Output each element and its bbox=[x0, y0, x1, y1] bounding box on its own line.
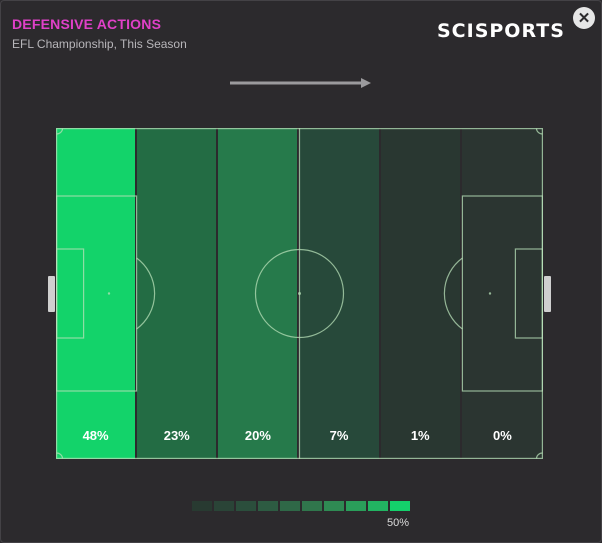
right-arrow-icon bbox=[230, 78, 371, 88]
pitch-zone: 23% bbox=[137, 128, 217, 459]
legend-swatch bbox=[214, 501, 234, 511]
legend-swatch bbox=[324, 501, 344, 511]
pitch-zone: 1% bbox=[380, 128, 460, 459]
pitch-zone: 20% bbox=[218, 128, 298, 459]
brand-logo: SCISPORTS bbox=[437, 20, 565, 42]
pitch-lines bbox=[56, 128, 543, 459]
pitch-zone: 0% bbox=[461, 128, 543, 459]
close-icon[interactable]: ✕ bbox=[573, 7, 595, 29]
legend-swatch bbox=[302, 501, 322, 511]
color-scale-legend bbox=[192, 501, 410, 511]
legend-swatch bbox=[280, 501, 300, 511]
zone-percentage-label: 23% bbox=[163, 428, 190, 443]
zone-percentage-label: 1% bbox=[410, 428, 430, 443]
zone-percentage-label: 7% bbox=[329, 428, 349, 443]
widget-title: DEFENSIVE ACTIONS bbox=[12, 16, 162, 32]
left-goal bbox=[48, 276, 55, 312]
zone-percentage-label: 0% bbox=[493, 428, 512, 443]
legend-swatch bbox=[192, 501, 212, 511]
legend-swatch bbox=[236, 501, 256, 511]
legend-swatch bbox=[346, 501, 366, 511]
legend-swatch bbox=[258, 501, 278, 511]
pitch-zone: 48% bbox=[56, 128, 136, 459]
legend-swatch bbox=[390, 501, 410, 511]
zone-percentage-label: 48% bbox=[82, 428, 109, 443]
widget-subtitle: EFL Championship, This Season bbox=[12, 37, 187, 51]
legend-swatch bbox=[368, 501, 388, 511]
right-goal bbox=[544, 276, 551, 312]
pitch-heatmap: 48% 23% 20% 7% 1% 0% bbox=[56, 128, 543, 459]
zone-percentage-label: 20% bbox=[244, 428, 271, 443]
legend-max-label: 50% bbox=[387, 517, 410, 529]
pitch-zone: 7% bbox=[299, 128, 379, 459]
